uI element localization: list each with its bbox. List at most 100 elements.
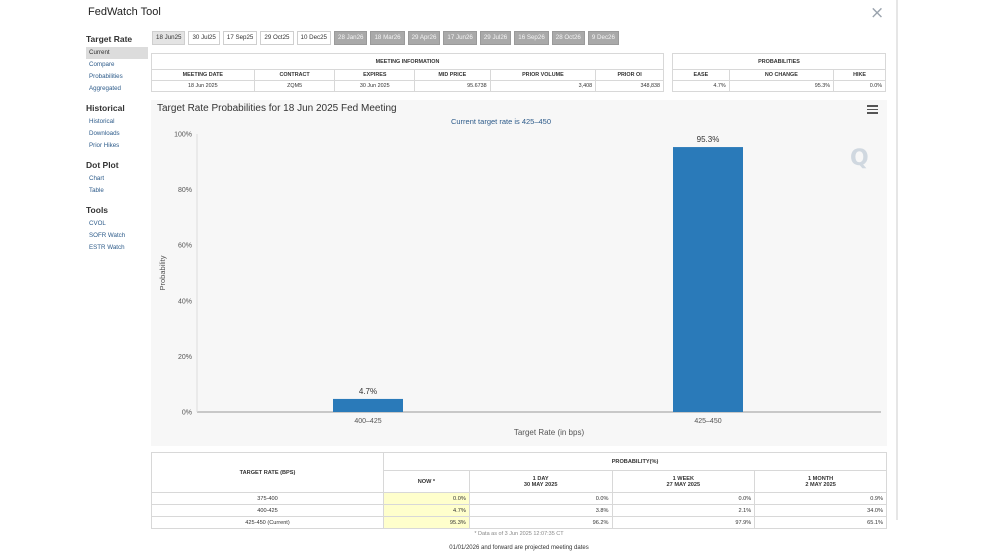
target-rate-probability-table: TARGET RATE (BPS) PROBABILITY(%) NOW * 1 … <box>151 452 887 529</box>
sidebar-heading: Tools <box>86 205 109 215</box>
target-rate-header: TARGET RATE (BPS) <box>151 452 384 493</box>
sidebar-item-aggregated[interactable]: Aggregated <box>89 85 121 92</box>
tab-meeting-17-sep25[interactable]: 17 Sep25 <box>222 31 258 45</box>
projected-meetings-note: 01/01/2026 and forward are projected mee… <box>449 545 589 551</box>
sidebar-item-estr-watch[interactable]: ESTR Watch <box>89 244 125 251</box>
period-header: 1 MONTH 2 MAY 2025 <box>754 470 887 493</box>
close-icon[interactable]: × <box>870 3 885 23</box>
period-label: 1 MONTH <box>808 475 834 482</box>
probability-cell: 4.7% <box>383 504 470 517</box>
hamburger-icon[interactable] <box>867 105 878 114</box>
meeting-col-header: MEETING DATE <box>151 69 255 81</box>
target-rate-cell: 425-450 (Current) <box>151 516 384 529</box>
tab-meeting-9-dec26[interactable]: 9 Dec26 <box>587 31 619 45</box>
tab-meeting-29-oct25[interactable]: 29 Oct25 <box>260 31 294 45</box>
probabilities-header: PROBABILITIES <box>672 53 886 70</box>
sidebar-item-cvol[interactable]: CVOL <box>89 220 106 227</box>
tab-meeting-29-jul26[interactable]: 29 Jul26 <box>479 31 512 45</box>
sidebar-section: Dot Plot Chart Table <box>86 158 148 197</box>
bar-data-label: 95.3% <box>697 135 720 144</box>
table-row: 375-400 0.0% 0.0% 0.0% 0.9% <box>151 492 887 505</box>
probability-cell: 0.0% <box>383 492 470 505</box>
probabilities-cell: 4.7% <box>672 80 730 92</box>
meeting-cell: ZQM5 <box>253 80 336 92</box>
sidebar: Target Rate Current Compare Probabilities Ag… <box>86 32 148 260</box>
sidebar-item-compare[interactable]: Compare <box>89 61 115 68</box>
period-date: 30 MAY 2025 <box>523 481 558 488</box>
sidebar-item-current[interactable]: Current <box>86 47 148 59</box>
probability-cell: 2.1% <box>611 504 756 517</box>
y-axis-label: Probability <box>158 255 167 290</box>
chart-subtitle: Current target rate is 425–450 <box>450 117 552 126</box>
sidebar-item-downloads[interactable]: Downloads <box>89 130 120 137</box>
app-title: FedWatch Tool <box>88 6 161 18</box>
data-timestamp-footnote: * Data as of 3 Jun 2025 12:07:35 CT <box>474 531 564 537</box>
x-tick-label: 425–450 <box>694 418 721 425</box>
sidebar-section: Target Rate Current Compare Probabilities Ag… <box>86 32 148 95</box>
period-date: 27 MAY 2025 <box>666 481 701 488</box>
tab-meeting-28-oct26[interactable]: 28 Oct26 <box>551 31 585 45</box>
period-label: NOW * <box>417 478 436 485</box>
probability-bar-chart: 0% 20% 40% 60% 80% 100% Probability Target Rate… <box>158 132 881 437</box>
probability-cell: 0.0% <box>611 492 756 505</box>
probabilities-summary-table: PROBABILITIES EASE NO CHANGE HIKE 4.7% 95.3… <box>672 53 886 92</box>
x-axis-label: Target Rate (in bps) <box>514 428 585 437</box>
q-logo-watermark: Q <box>850 146 869 171</box>
period-header: NOW * <box>383 470 470 493</box>
bar-data-label: 4.7% <box>359 387 377 396</box>
period-header: 1 WEEK 27 MAY 2025 <box>611 470 756 493</box>
probability-cell: 96.2% <box>468 516 613 529</box>
table-row: 425-450 (Current) 95.3% 96.2% 97.9% 65.1% <box>151 516 887 529</box>
table-row: 400-425 4.7% 3.8% 2.1% 34.0% <box>151 504 887 517</box>
sidebar-section: Historical Historical Downloads Prior Hikes <box>86 101 148 152</box>
tab-meeting-30-jul25[interactable]: 30 Jul25 <box>188 31 220 45</box>
meeting-col-header: PRIOR VOLUME <box>489 69 597 81</box>
probability-cell: 0.9% <box>754 492 887 505</box>
probability-group-header: PROBABILITY(%) <box>383 452 887 471</box>
sidebar-heading: Historical <box>86 103 125 113</box>
target-rate-cell: 400-425 <box>151 504 384 517</box>
y-tick-label: 40% <box>178 298 192 305</box>
period-date: 2 MAY 2025 <box>805 481 836 488</box>
sidebar-heading: Target Rate <box>86 34 133 44</box>
sidebar-item-historical[interactable]: Historical <box>89 118 115 125</box>
sidebar-heading: Dot Plot <box>86 160 119 170</box>
meeting-cell: 348,838 <box>595 80 664 92</box>
tab-meeting-18-mar26[interactable]: 18 Mar26 <box>370 31 405 45</box>
sidebar-item-prior-hikes[interactable]: Prior Hikes <box>89 142 120 149</box>
sidebar-item-table[interactable]: Table <box>89 187 104 194</box>
target-rate-cell: 375-400 <box>151 492 384 505</box>
tab-meeting-28-jan26[interactable]: 28 Jan26 <box>334 31 368 45</box>
meeting-cell: 3,408 <box>489 80 597 92</box>
probability-cell: 0.0% <box>468 492 613 505</box>
tab-meeting-18-jun25[interactable]: 18 Jun25 <box>152 31 186 45</box>
y-tick-label: 100% <box>174 132 192 139</box>
y-tick-label: 60% <box>178 243 192 250</box>
sidebar-item-chart[interactable]: Chart <box>89 175 105 182</box>
sidebar-item-sofr-watch[interactable]: SOFR Watch <box>89 232 126 239</box>
chart-title: Target Rate Probabilities for 18 Jun 202… <box>157 103 397 114</box>
bar-425-450 <box>673 147 743 412</box>
tab-meeting-17-jun26[interactable]: 17 Jun26 <box>443 31 477 45</box>
meeting-info-header: MEETING INFORMATION <box>151 53 664 70</box>
probabilities-cell: 0.0% <box>833 80 886 92</box>
sidebar-item-probabilities[interactable]: Probabilities <box>89 73 123 80</box>
meeting-cell: 18 Jun 2025 <box>151 80 255 92</box>
meeting-col-header: EXPIRES <box>334 69 416 81</box>
y-tick-label: 0% <box>182 410 192 417</box>
probability-cell: 3.8% <box>468 504 613 517</box>
probabilities-cell: 95.3% <box>728 80 835 92</box>
tab-meeting-29-apr26[interactable]: 29 Apr26 <box>407 31 441 45</box>
meeting-information-table: MEETING INFORMATION MEETING DATE CONTRACT… <box>151 53 664 92</box>
meeting-cell: 95.6738 <box>414 80 491 92</box>
probability-cell: 97.9% <box>611 516 756 529</box>
chart-area <box>151 100 887 446</box>
meeting-col-header: PRIOR OI <box>595 69 664 81</box>
meeting-cell: 30 Jun 2025 <box>334 80 416 92</box>
tab-meeting-16-sep26[interactable]: 16 Sep26 <box>514 31 549 45</box>
probability-cell: 34.0% <box>754 504 887 517</box>
probabilities-col-header: EASE <box>672 69 730 81</box>
tab-meeting-10-dec25[interactable]: 10 Dec25 <box>296 31 331 45</box>
period-header: 1 DAY 30 MAY 2025 <box>468 470 613 493</box>
period-label: 1 DAY <box>532 475 549 482</box>
